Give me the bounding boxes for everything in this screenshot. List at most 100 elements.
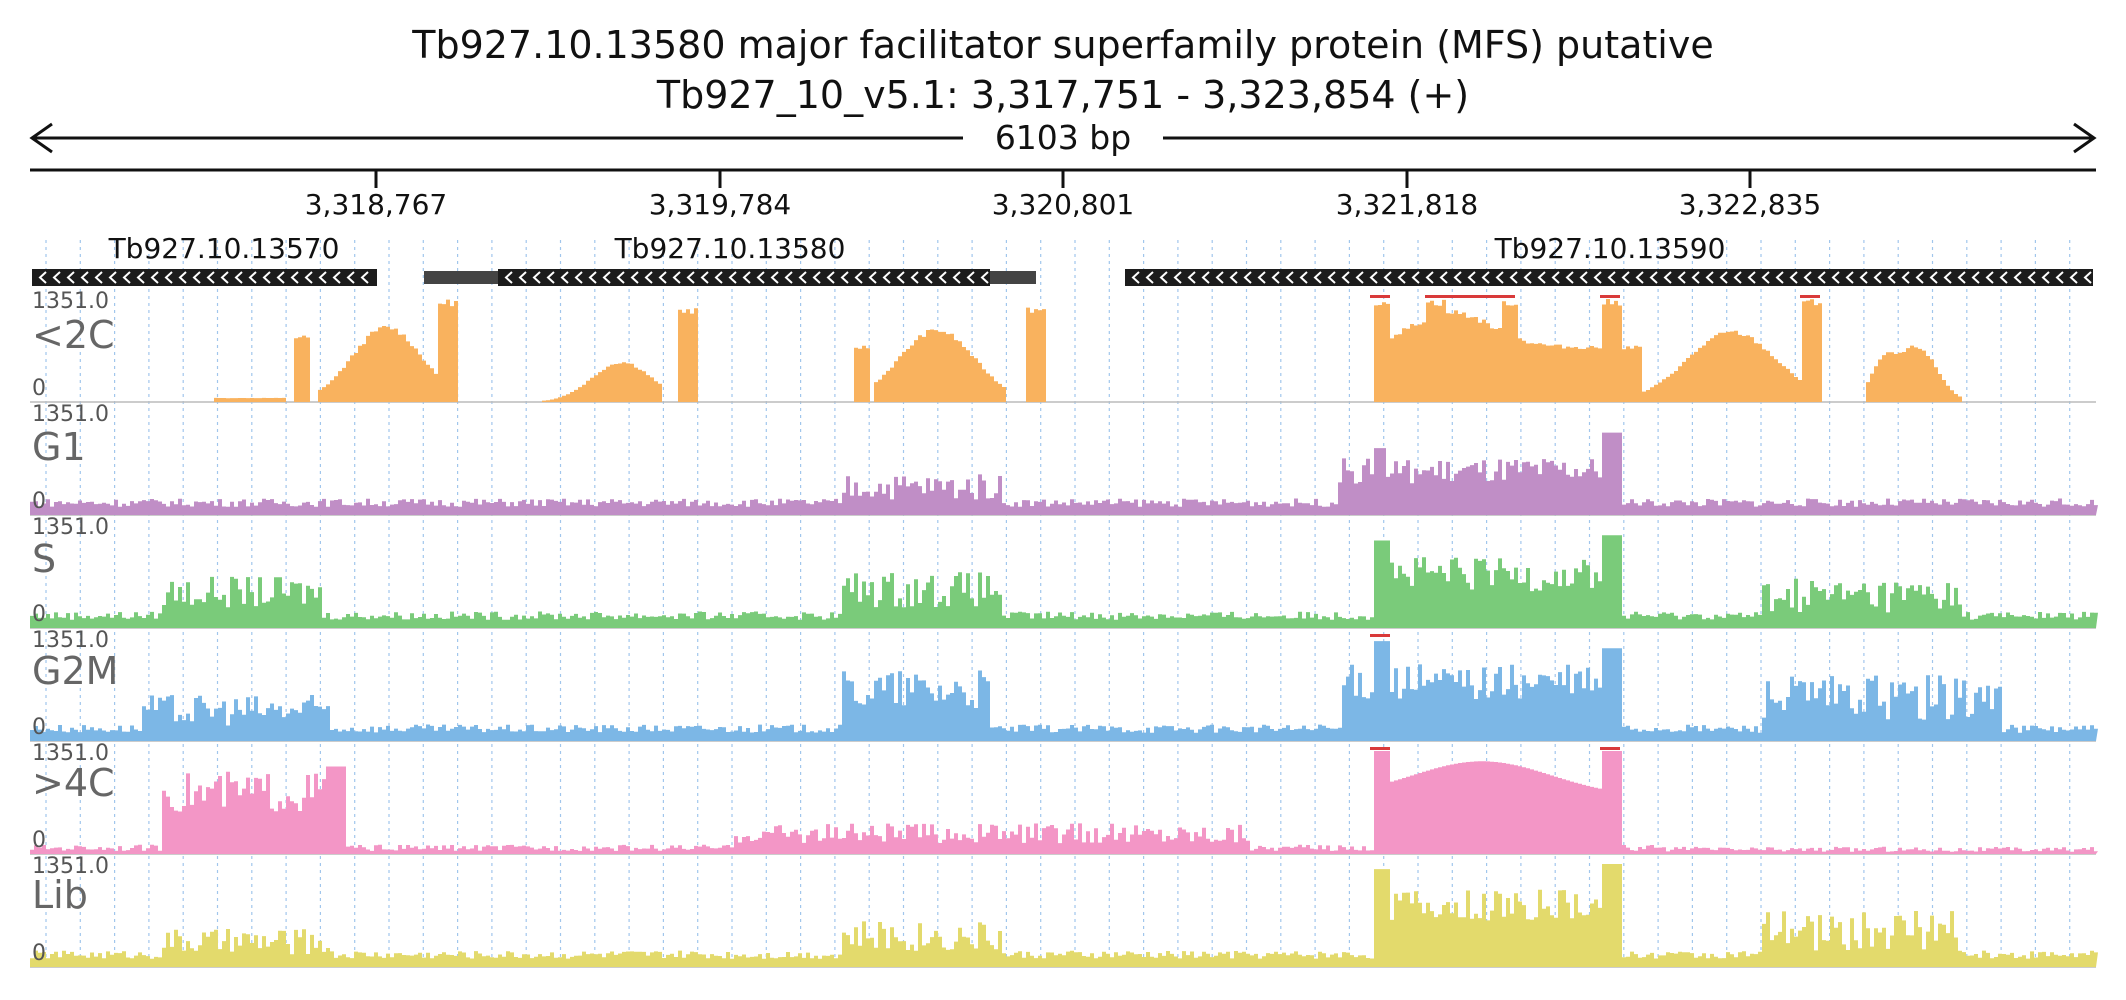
gene-model-13570	[32, 269, 377, 286]
strand-chevron	[318, 271, 327, 284]
strand-chevron	[1187, 271, 1196, 284]
strand-chevron	[742, 271, 751, 284]
ruler-tick-label: 3,318,767	[304, 188, 448, 221]
coverage-area	[30, 299, 2098, 402]
clip-marker	[1370, 634, 1390, 637]
strand-chevron	[658, 271, 667, 284]
strand-chevron	[756, 271, 765, 284]
strand-chevron	[1593, 271, 1602, 284]
strand-chevron	[672, 271, 681, 284]
strand-chevron	[1957, 271, 1966, 284]
strand-chevron	[178, 271, 187, 284]
strand-chevron	[1243, 271, 1252, 284]
track-max-label: 1351.0	[32, 289, 109, 314]
strand-chevron	[1663, 271, 1672, 284]
strand-chevron	[66, 271, 75, 284]
track-zero-label: 0	[32, 602, 46, 627]
strand-chevron	[1775, 271, 1784, 284]
strand-chevron	[1411, 271, 1420, 284]
strand-chevron	[868, 271, 877, 284]
strand-chevron	[1453, 271, 1462, 284]
strand-chevron	[770, 271, 779, 284]
strand-chevron	[1915, 271, 1924, 284]
strand-chevron	[938, 271, 947, 284]
strand-chevron	[616, 271, 625, 284]
strand-chevron	[854, 271, 863, 284]
strand-chevron	[94, 271, 103, 284]
coverage-track-Lib	[30, 864, 2098, 968]
strand-chevron	[1285, 271, 1294, 284]
strand-chevron	[1537, 271, 1546, 284]
strand-chevron	[1215, 271, 1224, 284]
strand-chevron	[1159, 271, 1168, 284]
strand-chevron	[346, 271, 355, 284]
clip-marker	[1425, 295, 1515, 298]
strand-chevron	[1789, 271, 1798, 284]
strand-chevron	[1719, 271, 1728, 284]
strand-chevron	[1845, 271, 1854, 284]
strand-chevron	[1327, 271, 1336, 284]
strand-chevron	[1551, 271, 1560, 284]
strand-chevron	[1943, 271, 1952, 284]
strand-chevron	[686, 271, 695, 284]
track-zero-label: 0	[32, 941, 46, 966]
strand-chevron	[504, 271, 513, 284]
track-name: Lib	[32, 873, 88, 917]
strand-chevron	[812, 271, 821, 284]
strand-chevron	[2027, 271, 2036, 284]
clip-marker	[1600, 295, 1620, 298]
strand-chevron	[1747, 271, 1756, 284]
strand-chevron	[234, 271, 243, 284]
strand-chevron	[1369, 271, 1378, 284]
gene-label: Tb927.10.13580	[614, 232, 846, 265]
strand-chevron	[38, 271, 47, 284]
gene-body	[32, 269, 377, 286]
figure-title: Tb927.10.13580 major facilitator superfa…	[412, 23, 1714, 67]
span-arrow-left-head	[29, 122, 53, 154]
coverage-area	[30, 641, 2098, 741]
strand-chevron	[122, 271, 131, 284]
strand-chevron	[784, 271, 793, 284]
strand-chevron	[1985, 271, 1994, 284]
strand-chevron	[2013, 271, 2022, 284]
strand-chevron	[588, 271, 597, 284]
strand-chevron	[1733, 271, 1742, 284]
ruler-tick-label: 3,320,801	[991, 188, 1135, 221]
gene-model-13590	[1125, 269, 2093, 286]
coverage-track-4C	[30, 751, 2098, 855]
strand-chevron	[1635, 271, 1644, 284]
strand-chevron	[798, 271, 807, 284]
strand-chevron	[2055, 271, 2064, 284]
track-zero-label: 0	[32, 828, 46, 853]
clip-marker	[1370, 295, 1390, 298]
strand-chevron	[882, 271, 891, 284]
gene-label: Tb927.10.13590	[1494, 232, 1726, 265]
track-name: >4C	[32, 761, 115, 805]
strand-chevron	[1929, 271, 1938, 284]
coverage-area	[30, 864, 2098, 967]
strand-chevron	[546, 271, 555, 284]
coverage-area	[30, 535, 2098, 628]
gene-model-13580	[498, 269, 990, 286]
strand-chevron	[728, 271, 737, 284]
clip-marker	[1800, 295, 1820, 298]
strand-chevron	[1817, 271, 1826, 284]
coverage-area	[30, 432, 2098, 515]
strand-chevron	[52, 271, 61, 284]
track-max-label: 1351.0	[32, 741, 109, 766]
strand-chevron	[1467, 271, 1476, 284]
strand-chevron	[1705, 271, 1714, 284]
coverage-track-G2M	[30, 641, 2098, 742]
strand-chevron	[1439, 271, 1448, 284]
strand-chevron	[2069, 271, 2078, 284]
strand-chevron	[966, 271, 975, 284]
strand-chevron	[1803, 271, 1812, 284]
track-max-label: 1351.0	[32, 402, 109, 427]
strand-chevron	[1971, 271, 1980, 284]
ruler-tick-label: 3,319,784	[648, 188, 792, 221]
strand-chevron	[108, 271, 117, 284]
track-zero-label: 0	[32, 489, 46, 514]
strand-chevron	[332, 271, 341, 284]
strand-chevron	[1131, 271, 1140, 284]
